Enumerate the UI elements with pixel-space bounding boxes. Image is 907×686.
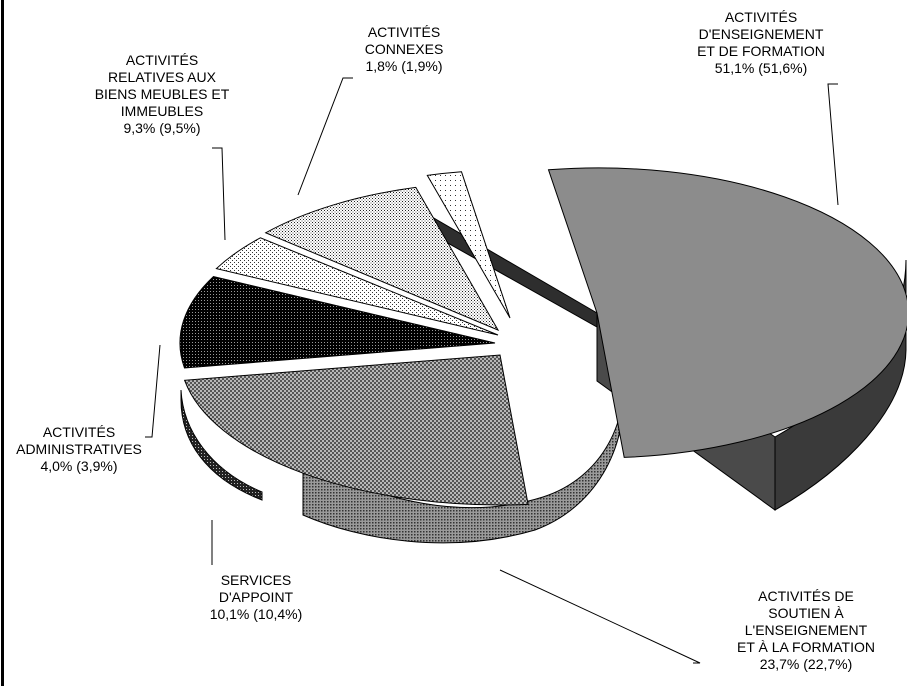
slice-label-connexes: ACTIVITÉS CONNEXES 1,8% (1,9%) (365, 24, 444, 74)
slice-percent-appoint: 10,1% (10,4%) (210, 606, 303, 622)
slice-name-line-soutien: ACTIVITÉS DE (758, 588, 854, 604)
pie-slice-soutien (183, 354, 529, 506)
slice-name-line-administratives: ADMINISTRATIVES (16, 441, 142, 457)
slice-name-line-connexes: CONNEXES (365, 41, 444, 57)
slice-name-line-connexes: ACTIVITÉS (368, 24, 440, 40)
slice-percent-administratives: 4,0% (3,9%) (40, 458, 117, 474)
slice-label-soutien: ACTIVITÉS DE SOUTIEN À L'ENSEIGNEMENT ET À … (737, 588, 875, 672)
pie-slice-connexes (426, 171, 511, 319)
slice-percent-biens: 9,3% (9,5%) (123, 120, 200, 136)
slice-name-line-biens: ACTIVITÉS (126, 52, 198, 68)
pie-slice-appoint (179, 276, 496, 369)
slice-name-line-enseignement: ET DE FORMATION (697, 43, 825, 59)
slice-name-line-appoint: SERVICES (221, 572, 292, 588)
leader-lines (145, 77, 839, 664)
slice-name-line-appoint: D'APPOINT (219, 589, 294, 605)
slice-label-enseignement: ACTIVITÉS D'ENSEIGNEMENT ET DE FORMATION 51… (697, 9, 825, 76)
slice-name-line-soutien: ET À LA FORMATION (737, 639, 875, 655)
leader-line-connexes (297, 77, 353, 196)
pie-slice-biens (264, 186, 500, 332)
leader-line-soutien (499, 569, 701, 664)
pie-slice-administratives (215, 237, 499, 336)
slice-label-appoint: SERVICES D'APPOINT 10,1% (10,4%) (210, 572, 303, 622)
leader-line-enseignement (827, 83, 839, 206)
leader-line-administratives (145, 344, 161, 438)
slice-name-line-biens: BIENS MEUBLES ET (95, 86, 230, 102)
slice-percent-soutien: 23,7% (22,7%) (760, 656, 853, 672)
slice-name-line-administratives: ACTIVITÉS (43, 424, 115, 440)
leader-line-biens (212, 147, 226, 241)
slice-label-biens: ACTIVITÉS RELATIVES AUX BIENS MEUBLES ET IM… (95, 52, 230, 136)
slice-label-administratives: ACTIVITÉS ADMINISTRATIVES 4,0% (3,9%) (16, 424, 142, 474)
pie-slices (179, 167, 907, 506)
left-border-rule (1, 0, 4, 686)
slice-percent-connexes: 1,8% (1,9%) (365, 58, 442, 74)
slice-name-line-biens: RELATIVES AUX (108, 69, 217, 85)
slice-name-line-soutien: SOUTIEN À (768, 605, 844, 621)
slice-name-line-biens: IMMEUBLES (121, 103, 203, 119)
slice-labels: ACTIVITÉS D'ENSEIGNEMENT ET DE FORMATION 51… (16, 9, 875, 672)
slice-name-line-enseignement: ACTIVITÉS (725, 9, 797, 25)
slice-name-line-soutien: L'ENSEIGNEMENT (745, 622, 868, 638)
pie-slice-enseignement (547, 167, 907, 458)
side-appoint (180, 389, 263, 501)
slice-percent-enseignement: 51,1% (51,6%) (715, 60, 808, 76)
slice-name-line-enseignement: D'ENSEIGNEMENT (699, 26, 824, 42)
